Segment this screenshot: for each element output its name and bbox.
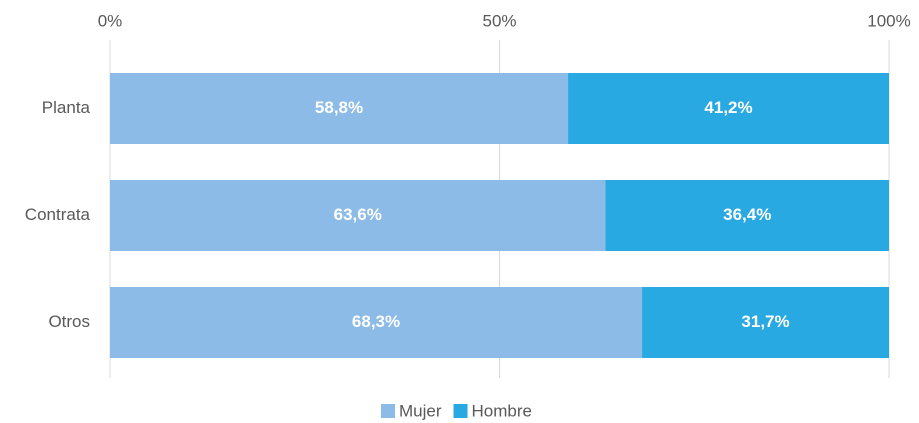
bar-segment bbox=[110, 180, 606, 251]
y-tick-label: Contrata bbox=[25, 205, 91, 224]
bar-segment bbox=[110, 287, 643, 358]
value-label: 41,2% bbox=[704, 98, 752, 117]
bar-segment bbox=[605, 180, 889, 251]
legend-label: Hombre bbox=[472, 401, 532, 420]
bar-segment bbox=[110, 73, 569, 144]
value-label: 31,7% bbox=[741, 312, 789, 331]
y-tick-label: Otros bbox=[48, 312, 90, 331]
y-tick-label: Planta bbox=[42, 98, 91, 117]
value-label: 63,6% bbox=[334, 205, 382, 224]
bar-segment bbox=[642, 287, 889, 358]
value-label: 68,3% bbox=[352, 312, 400, 331]
legend-swatch bbox=[453, 404, 468, 418]
legend-swatch bbox=[381, 404, 395, 418]
x-tick-label: 0% bbox=[98, 11, 123, 30]
bar-segment bbox=[568, 73, 889, 144]
value-label: 58,8% bbox=[315, 98, 363, 117]
x-tick-label: 100% bbox=[867, 11, 910, 30]
value-label: 36,4% bbox=[723, 205, 771, 224]
x-tick-label: 50% bbox=[482, 11, 516, 30]
legend-label: Mujer bbox=[399, 401, 442, 420]
